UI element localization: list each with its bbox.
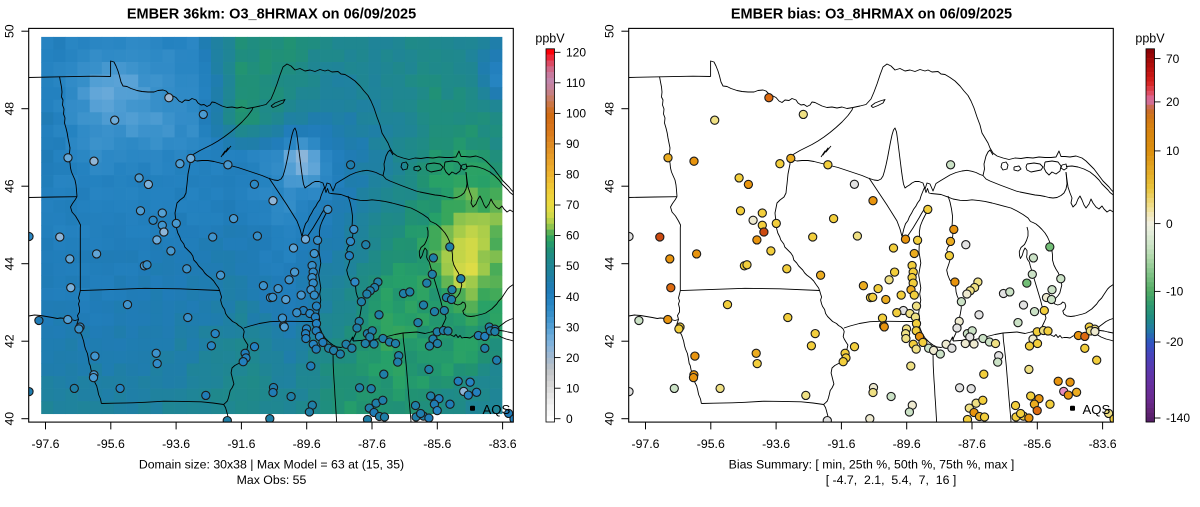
svg-text:-93.6: -93.6 — [162, 437, 190, 451]
svg-text:Max Obs: 55: Max Obs: 55 — [237, 473, 307, 487]
svg-text:-85.6: -85.6 — [423, 437, 451, 451]
svg-text:46: 46 — [3, 179, 17, 193]
svg-text:-10: -10 — [1166, 285, 1184, 299]
svg-text:-85.6: -85.6 — [1023, 437, 1051, 451]
svg-text:80: 80 — [566, 168, 580, 182]
svg-text:-97.6: -97.6 — [31, 437, 59, 451]
svg-text:70: 70 — [1166, 52, 1180, 66]
svg-text:ppbV: ppbV — [535, 32, 565, 46]
svg-text:0: 0 — [566, 412, 573, 426]
svg-text:-20: -20 — [1166, 335, 1184, 349]
svg-text:-91.6: -91.6 — [827, 437, 855, 451]
svg-text:-95.6: -95.6 — [697, 437, 725, 451]
svg-text:20: 20 — [566, 351, 580, 365]
svg-text:40: 40 — [603, 412, 617, 426]
svg-text:60: 60 — [566, 229, 580, 243]
svg-text:AQS: AQS — [1083, 402, 1111, 417]
svg-text:-140: -140 — [1166, 411, 1190, 425]
svg-text:48: 48 — [603, 102, 617, 116]
svg-text:20: 20 — [1166, 95, 1180, 109]
svg-text:-89.6: -89.6 — [293, 437, 321, 451]
svg-text:-83.6: -83.6 — [1089, 437, 1117, 451]
svg-text:-95.6: -95.6 — [97, 437, 125, 451]
svg-text:44: 44 — [603, 257, 617, 271]
svg-text:-93.6: -93.6 — [762, 437, 790, 451]
svg-text:[ -4.7, 2.1, 5.4, 7, 16 ]: [ -4.7, 2.1, 5.4, 7, 16 ] — [826, 473, 957, 487]
svg-text:AQS: AQS — [483, 402, 511, 417]
svg-text:-87.6: -87.6 — [958, 437, 986, 451]
svg-text:100: 100 — [566, 107, 586, 121]
svg-text:48: 48 — [3, 102, 17, 116]
svg-text:10: 10 — [1166, 144, 1180, 158]
svg-text:EMBER bias: O3_8HRMAX on 06/09: EMBER bias: O3_8HRMAX on 06/09/2025 — [731, 7, 1012, 23]
svg-text:50: 50 — [603, 24, 617, 38]
svg-text:70: 70 — [566, 198, 580, 212]
svg-text:50: 50 — [3, 24, 17, 38]
svg-text:Domain size: 30x38 | Max Model: Domain size: 30x38 | Max Model = 63 at (… — [139, 458, 404, 472]
svg-text:110: 110 — [566, 76, 585, 90]
svg-text:-97.6: -97.6 — [631, 437, 659, 451]
svg-text:0: 0 — [1166, 217, 1173, 231]
svg-text:EMBER 36km: O3_8HRMAX on 06/09: EMBER 36km: O3_8HRMAX on 06/09/2025 — [127, 7, 416, 23]
svg-text:40: 40 — [3, 412, 17, 426]
svg-text:ppbV: ppbV — [1135, 32, 1165, 46]
svg-text:Bias Summary: [ min, 25th %, 5: Bias Summary: [ min, 25th %, 50th %, 75t… — [729, 458, 1015, 472]
svg-text:-87.6: -87.6 — [358, 437, 386, 451]
svg-text:-83.6: -83.6 — [489, 437, 517, 451]
svg-text:30: 30 — [566, 320, 580, 334]
svg-text:42: 42 — [603, 334, 617, 348]
svg-text:90: 90 — [566, 137, 580, 151]
svg-text:50: 50 — [566, 259, 580, 273]
svg-text:40: 40 — [566, 290, 580, 304]
svg-text:-89.6: -89.6 — [893, 437, 921, 451]
svg-text:42: 42 — [3, 334, 17, 348]
svg-text:120: 120 — [566, 46, 586, 60]
svg-text:10: 10 — [566, 381, 580, 395]
svg-text:44: 44 — [3, 257, 17, 271]
svg-text:-91.6: -91.6 — [227, 437, 255, 451]
svg-text:46: 46 — [603, 179, 617, 193]
